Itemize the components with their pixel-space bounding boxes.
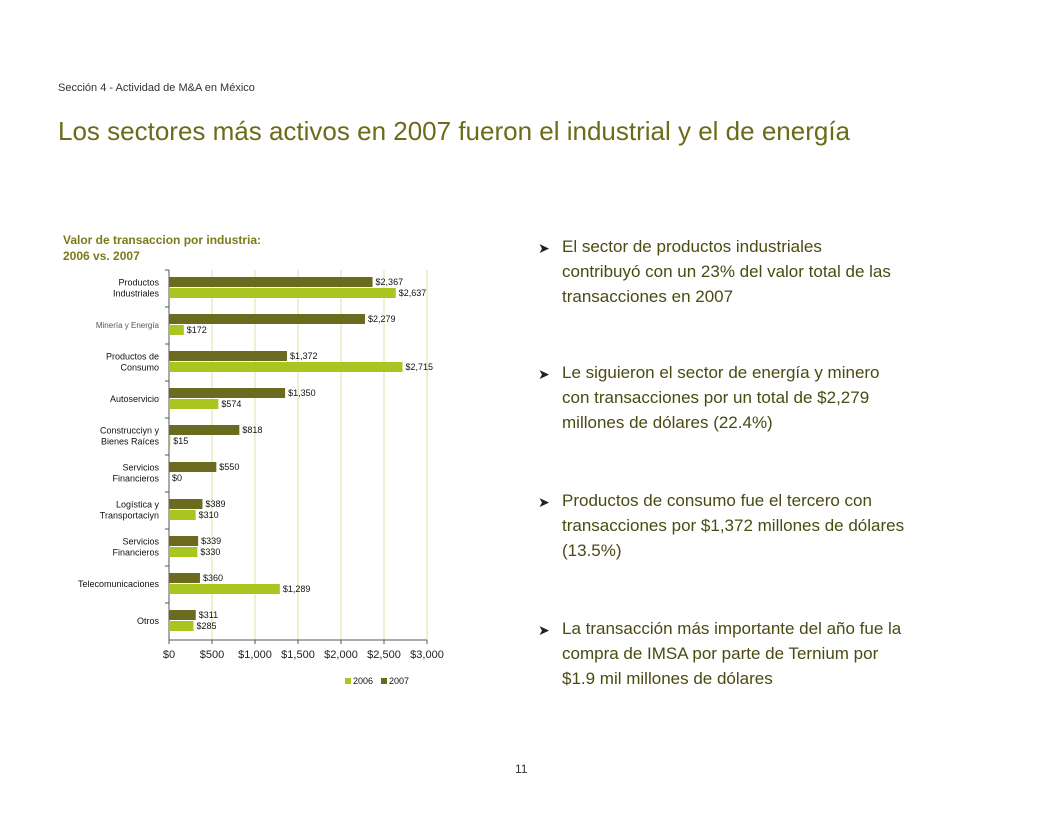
chart-title: Valor de transaccion por industria: 2006…	[63, 232, 261, 264]
data-label-2006: $172	[187, 325, 207, 335]
bar-2006	[169, 362, 403, 372]
bar-2007	[169, 314, 365, 324]
bar-2006	[169, 436, 171, 446]
bar-2007	[169, 388, 286, 398]
data-label-2006: $15	[173, 436, 188, 446]
x-tick-label: $1,500	[281, 649, 315, 661]
bullet-item: ➤ Productos de consumo fue el tercero co…	[538, 488, 978, 563]
bullet-line: transacciones en 2007	[562, 287, 734, 306]
bar-2007	[169, 573, 200, 583]
bar-2006	[169, 288, 396, 298]
bar-2007	[169, 462, 217, 472]
bullet-item: ➤ La transacción más importante del año …	[538, 616, 978, 691]
legend-swatch	[345, 678, 351, 684]
bullet-line: con transacciones por un total de $2,279	[562, 388, 870, 407]
bar-2006	[169, 621, 194, 631]
category-label: Industriales	[113, 289, 160, 299]
category-label: Telecomunicaciones	[78, 579, 160, 589]
data-label-2007: $339	[201, 536, 221, 546]
bullet-line: transacciones por $1,372 millones de dól…	[562, 516, 905, 535]
category-label: Autoservicio	[110, 394, 159, 404]
bar-2006	[169, 510, 196, 520]
chart-title-line2: 2006 vs. 2007	[63, 249, 140, 263]
legend-label: 2006	[353, 676, 373, 686]
data-label-2006: $1,289	[283, 584, 311, 594]
arrow-bullet-icon: ➤	[538, 240, 550, 256]
category-label: Servicios	[122, 537, 159, 547]
bar-2006	[169, 584, 280, 594]
slide-title: Los sectores más activos en 2007 fueron …	[58, 116, 851, 146]
data-label-2006: $310	[199, 510, 219, 520]
bullet-line: El sector de productos industriales	[562, 237, 822, 256]
x-tick-label: $2,000	[324, 649, 358, 661]
bullet-item: ➤ El sector de productos industriales co…	[538, 234, 978, 309]
bar-2006	[169, 399, 219, 409]
category-label: Transportaciyn	[100, 511, 159, 521]
bullet-line: compra de IMSA por parte de Ternium por	[562, 644, 879, 663]
arrow-bullet-icon: ➤	[538, 494, 550, 510]
category-label: Productos de	[106, 352, 159, 362]
bullet-line: millones de dólares (22.4%)	[562, 413, 773, 432]
data-label-2006: $2,715	[405, 362, 433, 372]
data-label-2007: $2,367	[376, 277, 404, 287]
bullet-line: La transacción más importante del año fu…	[562, 619, 902, 638]
bar-2007	[169, 610, 196, 620]
category-label: Construcciyn y	[100, 426, 160, 436]
bullet-item: ➤ Le siguieron el sector de energía y mi…	[538, 360, 978, 435]
bar-2007	[169, 277, 373, 287]
data-label-2007: $311	[199, 610, 218, 620]
x-tick-label: $0	[163, 649, 175, 661]
category-label: Servicios	[122, 463, 159, 473]
bullet-line: (13.5%)	[562, 541, 622, 560]
data-label-2006: $0	[172, 473, 182, 483]
x-tick-label: $3,000	[410, 649, 444, 661]
category-label: Financieros	[112, 548, 159, 558]
data-label-2007: $360	[203, 573, 223, 583]
x-tick-label: $500	[200, 649, 224, 661]
section-label: Sección 4 - Actividad de M&A en México	[58, 82, 255, 94]
data-label-2007: $1,372	[290, 351, 318, 361]
data-label-2006: $574	[221, 399, 241, 409]
category-label: Bienes Raíces	[101, 437, 160, 447]
category-label: Otros	[137, 616, 160, 626]
bar-2006	[169, 547, 198, 557]
bullet-line: $1.9 mil millones de dólares	[562, 669, 773, 688]
category-label: Productos	[118, 278, 159, 288]
bullet-line: Productos de consumo fue el tercero con	[562, 491, 872, 510]
category-label: Minería y Energía	[96, 321, 160, 330]
x-tick-label: $2,500	[367, 649, 401, 661]
data-label-2007: $1,350	[288, 388, 316, 398]
bar-chart: $0 $500 $1,000 $1,500 $2,000 $2,500 $3,000 Prod…	[78, 269, 444, 686]
data-label-2006: $330	[200, 547, 220, 557]
legend-swatch	[381, 678, 387, 684]
bar-2007	[169, 351, 287, 361]
data-label-2007: $389	[205, 499, 225, 509]
arrow-bullet-icon: ➤	[538, 622, 550, 638]
data-label-2006: $2,637	[399, 288, 427, 298]
bullet-line: Le siguieron el sector de energía y mine…	[562, 363, 880, 382]
category-label: Logística y	[116, 500, 160, 510]
bullet-line: contribuyó con un 23% del valor total de…	[562, 262, 891, 281]
x-tick-label: $1,000	[238, 649, 272, 661]
legend-label: 2007	[389, 676, 409, 686]
bar-2007	[169, 425, 240, 435]
bar-2007	[169, 536, 199, 546]
category-label: Consumo	[120, 363, 159, 373]
bar-2007	[169, 499, 203, 509]
data-label-2007: $818	[242, 425, 262, 435]
data-label-2006: $285	[197, 621, 217, 631]
category-label: Financieros	[112, 474, 159, 484]
page-number: 11	[515, 762, 528, 776]
arrow-bullet-icon: ➤	[538, 366, 550, 382]
data-label-2007: $2,279	[368, 314, 396, 324]
chart-title-line1: Valor de transaccion por industria:	[63, 233, 262, 247]
bar-2006	[169, 325, 184, 335]
data-label-2007: $550	[219, 462, 239, 472]
